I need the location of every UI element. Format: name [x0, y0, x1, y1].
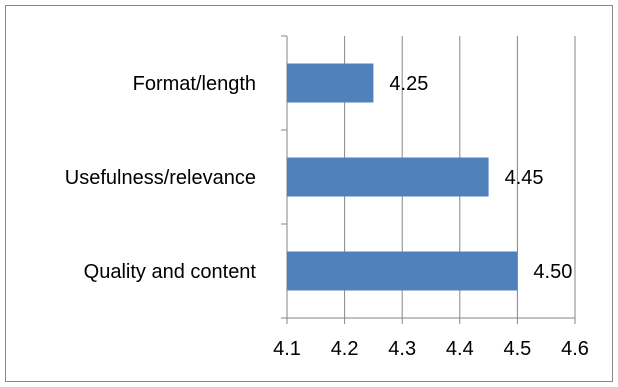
x-tick-label: 4.3 [388, 338, 416, 360]
bar [287, 63, 374, 103]
value-label: 4.45 [505, 167, 544, 189]
x-tick-label: 4.4 [446, 338, 474, 360]
x-tick-label: 4.1 [273, 338, 301, 360]
category-label: Quality and content [84, 261, 257, 283]
bar [287, 157, 489, 197]
value-label: 4.25 [389, 73, 428, 95]
value-label: 4.50 [533, 261, 572, 283]
category-label: Usefulness/relevance [65, 167, 256, 189]
x-tick-label: 4.5 [503, 338, 531, 360]
category-label: Format/length [133, 73, 256, 95]
x-tick-label: 4.6 [561, 338, 589, 360]
x-tick-label: 4.2 [331, 338, 359, 360]
bar [287, 251, 518, 291]
